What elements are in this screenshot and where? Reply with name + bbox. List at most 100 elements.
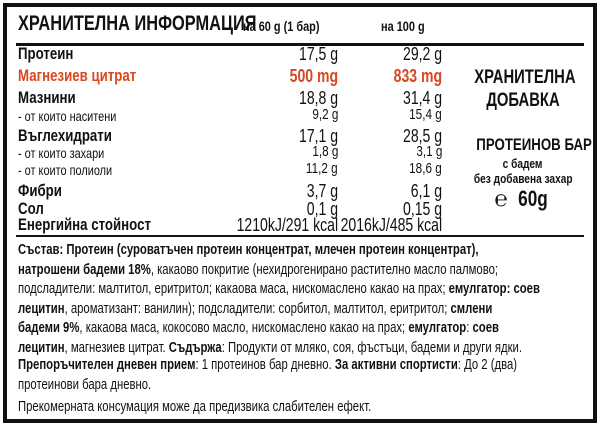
nutrient-label-text: Сол [18, 199, 44, 218]
text-run: Съдържа [168, 339, 222, 356]
column-header-per-100g: на 100 g [381, 18, 437, 34]
value-per-100g-text: 18,6 g [409, 160, 442, 177]
value-per-100g-text: 31,4 g [402, 88, 442, 108]
product-description: с бадем без добавена захар [460, 156, 586, 186]
nutrient-label-text: - от които полиоли [18, 162, 113, 178]
paragraph-line: протеинови бара дневно. [18, 376, 600, 396]
nutrient-label: - от които захари [18, 145, 129, 161]
text-run: смлени [450, 300, 493, 317]
text-run: , ароматизант: ванилин); подсладители: с… [64, 300, 451, 317]
value-per-serving: 3,7 g [298, 181, 338, 202]
value-per-serving: 18,8 g [288, 88, 338, 109]
value-per-100g-text: 28,5 g [402, 126, 442, 146]
supplement-label: ХРАНИТЕЛНА ДОБАВКА [460, 66, 586, 112]
net-weight: ℮ 60g [460, 186, 586, 212]
value-per-serving: 500 mg [276, 66, 338, 87]
product-sub2: без добавена захар [473, 171, 573, 186]
label-title-text: ХРАНИТЕЛНА ИНФОРМАЦИЯ [18, 12, 257, 35]
text-run: подсладители: малтитол, еритритол; какао… [18, 281, 449, 297]
value-per-100g-text: 833 mg [393, 66, 442, 86]
text-run: бадеми 9% [18, 320, 80, 336]
text-run: емулгатор [408, 320, 467, 336]
nutrient-label-text: - от които наситени [18, 108, 117, 124]
nutrient-label-text: Магнезиев цитрат [18, 66, 137, 85]
value-per-serving: 1210kJ/291 kcal [208, 215, 338, 236]
text-run: натрошени бадеми 18% [18, 261, 151, 278]
supplement-line1: ХРАНИТЕЛНА [474, 67, 576, 88]
value-per-100g: 29,2 g [392, 44, 442, 65]
warning-text: Прекомерната консумация може да предизви… [18, 398, 471, 418]
value-per-serving-text: 17,1 g [298, 126, 338, 146]
value-per-serving-text: 17,5 g [298, 44, 338, 64]
text-run: протеинови бара дневно. [18, 376, 152, 393]
text-run: : 1 протеинов бар дневно. [195, 357, 335, 373]
text-run: , магнезиев цитрат. [64, 339, 169, 356]
nutrient-label: Енергийна стойност [18, 215, 188, 235]
value-per-100g: 2016kJ/485 kcal [312, 215, 442, 236]
value-per-serving-text: 9,2 g [311, 106, 338, 123]
value-per-serving: 0,1 g [298, 199, 338, 220]
col2-text: на 100 g [381, 18, 425, 34]
nutrient-label-text: - от които захари [18, 145, 105, 161]
warning-line: Прекомерната консумация може да предизви… [18, 399, 372, 415]
nutrient-label: Мазнини [18, 88, 92, 108]
value-per-100g: 6,1 g [402, 181, 442, 202]
value-per-100g-text: 2016kJ/485 kcal [340, 215, 442, 235]
nutrient-label: Фибри [18, 181, 74, 201]
ingredients: Състав: Протеин (суроватъчен протеин кон… [18, 241, 600, 358]
value-per-serving: 11,2 g [297, 160, 338, 177]
value-per-serving-text: 11,2 g [306, 160, 338, 177]
product-sub1: с бадем [503, 156, 543, 171]
paragraph-line: бадеми 9%, какаова маса, кокосово масло,… [18, 319, 600, 339]
estimate-mark-icon: ℮ [494, 186, 508, 211]
value-per-100g: 31,4 g [392, 88, 442, 109]
value-per-serving-text: 0,1 g [306, 199, 338, 219]
nutrient-label: Протеин [18, 44, 89, 64]
header-divider [16, 43, 584, 46]
text-run: : Продукти от мляко, соя, фъстъци, бадем… [221, 339, 522, 356]
text-run: емулгатор: соев [448, 281, 540, 297]
value-per-100g-text: 3,1 g [415, 143, 442, 160]
nutrient-label: Магнезиев цитрат [18, 66, 170, 86]
supplement-line2: ДОБАВКА [486, 90, 560, 111]
value-per-100g-text: 15,4 g [409, 106, 442, 123]
paragraph-line: Препоръчителен дневен прием: 1 протеинов… [18, 356, 600, 376]
value-per-100g: 18,6 g [400, 160, 442, 177]
weight-value: 60g [517, 186, 548, 211]
value-per-serving-text: 1210kJ/291 kcal [236, 215, 338, 235]
text-run: , какаово покритие (нехидрогенирано раст… [150, 261, 499, 278]
nutrient-label-text: Въглехидрати [18, 126, 112, 145]
value-per-serving: 17,1 g [288, 126, 338, 147]
value-per-serving-text: 3,7 g [306, 181, 338, 201]
paragraph-line: лецитин, ароматизант: ванилин); подслади… [18, 300, 600, 320]
text-run: соев [472, 320, 499, 336]
nutrient-label-text: Протеин [18, 44, 74, 63]
value-per-100g: 833 mg [380, 66, 442, 87]
nutrient-label: - от които наситени [18, 108, 144, 124]
text-run: Препоръчителен дневен прием [18, 357, 196, 373]
nutrient-label-text: Енергийна стойност [18, 215, 151, 234]
nutrient-label: - от които полиоли [18, 162, 139, 178]
value-per-100g: 0,15 g [392, 199, 442, 220]
col1-text: на 60 g (1 бар) [243, 18, 320, 34]
text-run: лецитин [18, 300, 65, 317]
recommended-intake: Препоръчителен дневен прием: 1 протеинов… [18, 356, 600, 395]
value-per-100g: 3,1 g [409, 143, 442, 160]
value-per-100g-text: 6,1 g [410, 181, 442, 201]
value-per-100g-text: 0,15 g [402, 199, 442, 219]
value-per-serving: 9,2 g [305, 106, 338, 123]
text-run: , какаова маса, кокосово масло, нискомас… [79, 320, 409, 336]
paragraph-line: Състав: Протеин (суроватъчен протеин кон… [18, 241, 600, 261]
column-header-per-serving: на 60 g (1 бар) [243, 18, 341, 34]
paragraph-line: натрошени бадеми 18%, какаово покритие (… [18, 261, 600, 281]
table-divider [16, 235, 584, 237]
paragraph-line: лецитин, магнезиев цитрат. Съдържа: Прод… [18, 339, 600, 359]
value-per-serving-text: 1,8 g [311, 143, 338, 160]
nutrient-label-text: Мазнини [18, 88, 76, 107]
text-run: Състав: Протеин (суроватъчен протеин кон… [18, 242, 479, 258]
value-per-serving-text: 500 mg [289, 66, 338, 86]
paragraph-line: подсладители: малтитол, еритритол; какао… [18, 280, 600, 300]
text-run: лецитин [18, 339, 65, 356]
text-run: : До 2 (два) [457, 357, 518, 373]
nutrient-label: Въглехидрати [18, 126, 138, 146]
